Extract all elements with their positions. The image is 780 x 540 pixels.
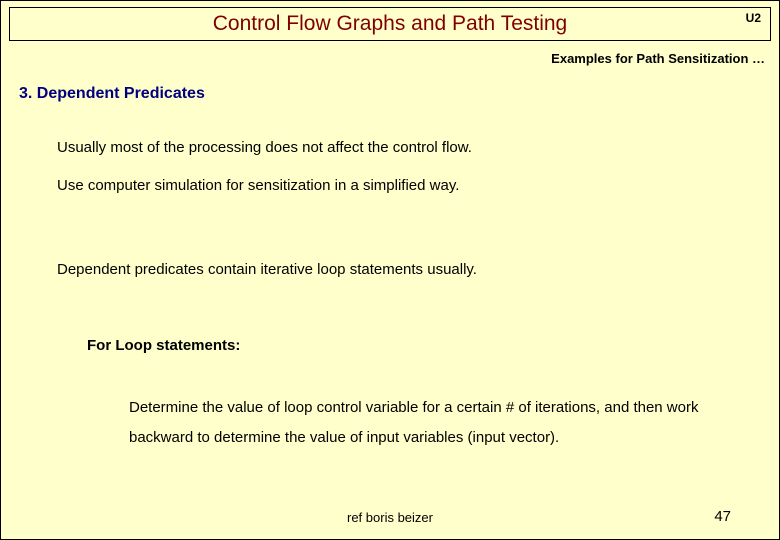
footer-reference: ref boris beizer [1, 510, 779, 525]
slide-title: Control Flow Graphs and Path Testing [213, 12, 567, 36]
sub-heading: For Loop statements: [87, 337, 240, 354]
subtitle: Examples for Path Sensitization … [551, 51, 765, 66]
section-heading: 3. Dependent Predicates [19, 85, 205, 103]
body-text: Determine the value of loop control vari… [129, 393, 759, 453]
page-number: 47 [714, 508, 731, 525]
slide: Control Flow Graphs and Path Testing U2 … [0, 0, 780, 540]
title-bar: Control Flow Graphs and Path Testing [9, 7, 771, 41]
body-text: Use computer simulation for sensitizatio… [57, 177, 459, 194]
body-text: Dependent predicates contain iterative l… [57, 261, 477, 278]
body-text: Usually most of the processing does not … [57, 139, 472, 156]
unit-label: U2 [746, 11, 761, 25]
